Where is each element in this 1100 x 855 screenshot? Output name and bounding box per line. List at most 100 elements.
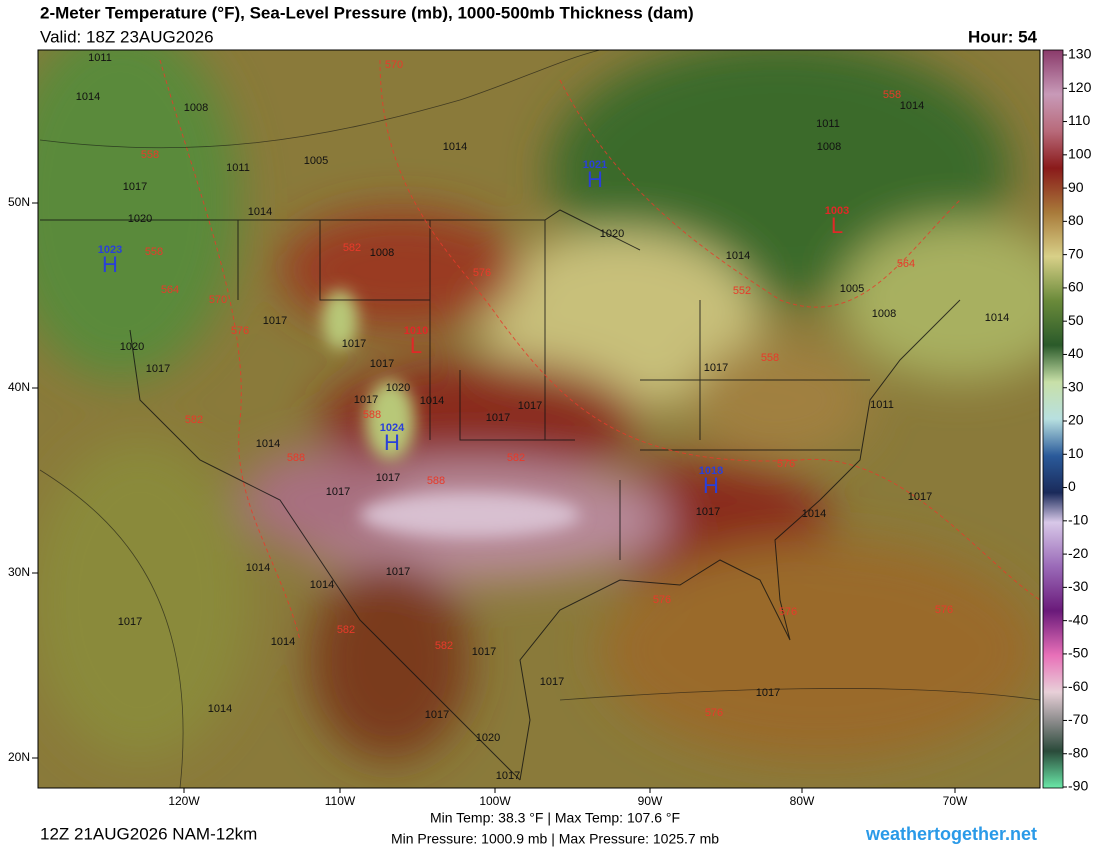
- map-field: [38, 50, 1040, 788]
- pressure-range: Min Pressure: 1000.9 mb | Max Pressure: …: [391, 831, 719, 847]
- thickness-label: 576: [653, 594, 671, 606]
- isobar-label: 1014: [726, 250, 750, 262]
- pressure-center-value: 1024: [380, 422, 405, 434]
- isobar-label: 1017: [696, 506, 720, 518]
- isobar-label: 1017: [486, 412, 510, 424]
- temperature-range: Min Temp: 38.3 °F | Max Temp: 107.6 °F: [430, 810, 680, 826]
- isobar-label: 1011: [870, 399, 894, 411]
- valid-time: Valid: 18Z 23AUG2026: [40, 27, 214, 46]
- thickness-label: 576: [473, 267, 491, 279]
- colorbar-tick-label: -60: [1068, 678, 1088, 694]
- thickness-label: 582: [337, 624, 355, 636]
- colorbar-tick-label: -70: [1068, 711, 1088, 727]
- isobar-label: 1014: [900, 100, 924, 112]
- thickness-label: 570: [385, 59, 403, 71]
- colorbar-tick-label: 50: [1068, 312, 1084, 328]
- isobar-label: 1017: [123, 181, 147, 193]
- thickness-label: 588: [427, 475, 445, 487]
- isobar-label: 1005: [304, 155, 328, 167]
- longitude-label: 100W: [479, 794, 511, 808]
- colorbar-tick-label: -90: [1068, 778, 1088, 794]
- isobar-label: 1020: [128, 213, 152, 225]
- isobar-label: 1008: [184, 102, 208, 114]
- longitude-label: 120W: [168, 794, 200, 808]
- thickness-label: 576: [779, 606, 797, 618]
- thickness-label: 576: [777, 458, 795, 470]
- thickness-label: 576: [231, 325, 249, 337]
- thickness-label: 576: [705, 707, 723, 719]
- isobar-label: 1014: [208, 703, 232, 715]
- colorbar-tick-label: 60: [1068, 279, 1084, 295]
- thickness-label: 558: [883, 89, 901, 101]
- isobar-label: 1017: [472, 646, 496, 658]
- thickness-label: 570: [209, 294, 227, 306]
- forecast-hour: Hour: 54: [968, 27, 1038, 46]
- thickness-label: 558: [141, 149, 159, 161]
- isobar-label: 1017: [518, 400, 542, 412]
- isobar-label: 1017: [370, 358, 394, 370]
- longitude-label: 110W: [325, 794, 356, 808]
- pressure-center-letter: H: [102, 252, 118, 277]
- latitude-label: 20N: [8, 750, 30, 764]
- isobar-label: 1011: [816, 118, 840, 130]
- thickness-label: 582: [435, 640, 453, 652]
- isobar-label: 1014: [256, 438, 280, 450]
- isobar-label: 1017: [908, 491, 932, 503]
- colorbar-tick-label: 70: [1068, 245, 1084, 261]
- colorbar-tick-label: -30: [1068, 578, 1088, 594]
- colorbar-tick-label: 30: [1068, 378, 1084, 394]
- colorbar-tick-label: -50: [1068, 645, 1088, 661]
- thickness-label: 588: [363, 409, 381, 421]
- thickness-label: 564: [897, 258, 915, 270]
- model-run: 12Z 21AUG2026 NAM-12km: [40, 824, 257, 843]
- isobar-label: 1011: [226, 162, 250, 174]
- isobar-label: 1017: [425, 709, 449, 721]
- isobar-label: 1017: [354, 394, 378, 406]
- thickness-label: 582: [343, 242, 361, 254]
- colorbar-tick-label: 120: [1068, 79, 1092, 95]
- thickness-label: 564: [161, 284, 179, 296]
- latitude-label: 40N: [8, 380, 30, 394]
- pressure-center-value: 1018: [699, 465, 723, 477]
- thickness-label: 558: [761, 352, 779, 364]
- isobar-label: 1017: [263, 315, 287, 327]
- isobar-label: 1020: [600, 228, 624, 240]
- isobar-label: 1014: [443, 141, 467, 153]
- thickness-label: 576: [935, 604, 953, 616]
- isobar-label: 1008: [817, 141, 841, 153]
- thickness-label: 582: [185, 414, 203, 426]
- isobar-label: 1017: [376, 472, 400, 484]
- isobar-label: 1017: [146, 363, 170, 375]
- isobar-label: 1017: [704, 362, 728, 374]
- isobar-label: 1017: [386, 566, 410, 578]
- longitude-label: 90W: [638, 794, 663, 808]
- colorbar-tick-label: -40: [1068, 611, 1088, 627]
- isobar-label: 1017: [118, 616, 142, 628]
- pressure-center-value: 1021: [583, 159, 607, 171]
- isobar-label: 1014: [271, 636, 295, 648]
- thickness-label: 588: [287, 452, 305, 464]
- isobar-label: 1008: [370, 247, 394, 259]
- isobar-label: 1017: [496, 770, 520, 782]
- isobar-label: 1017: [326, 486, 350, 498]
- pressure-center-letter: H: [703, 473, 719, 498]
- colorbar-tick-label: 80: [1068, 212, 1084, 228]
- colorbar-tick-label: 100: [1068, 146, 1092, 162]
- isobar-label: 1017: [756, 687, 780, 699]
- title: 2-Meter Temperature (°F), Sea-Level Pres…: [40, 3, 694, 22]
- colorbar-tick-label: -20: [1068, 545, 1088, 561]
- longitude-label: 80W: [790, 794, 815, 808]
- isobar-label: 1005: [840, 283, 864, 295]
- isobar-label: 1014: [76, 91, 100, 103]
- colorbar-tick-label: 90: [1068, 179, 1084, 195]
- thickness-label: 552: [733, 285, 751, 297]
- pressure-center-letter: L: [831, 213, 843, 238]
- pressure-center-value: 1003: [825, 205, 849, 217]
- isobar-label: 1008: [872, 308, 896, 320]
- colorbar-tick-label: 20: [1068, 412, 1084, 428]
- thickness-label: 582: [507, 452, 525, 464]
- site-credit: weathertogether.net: [865, 824, 1037, 844]
- isobar-label: 1020: [386, 382, 410, 394]
- pressure-center-value: 1010: [404, 325, 428, 337]
- isobar-label: 1017: [540, 676, 564, 688]
